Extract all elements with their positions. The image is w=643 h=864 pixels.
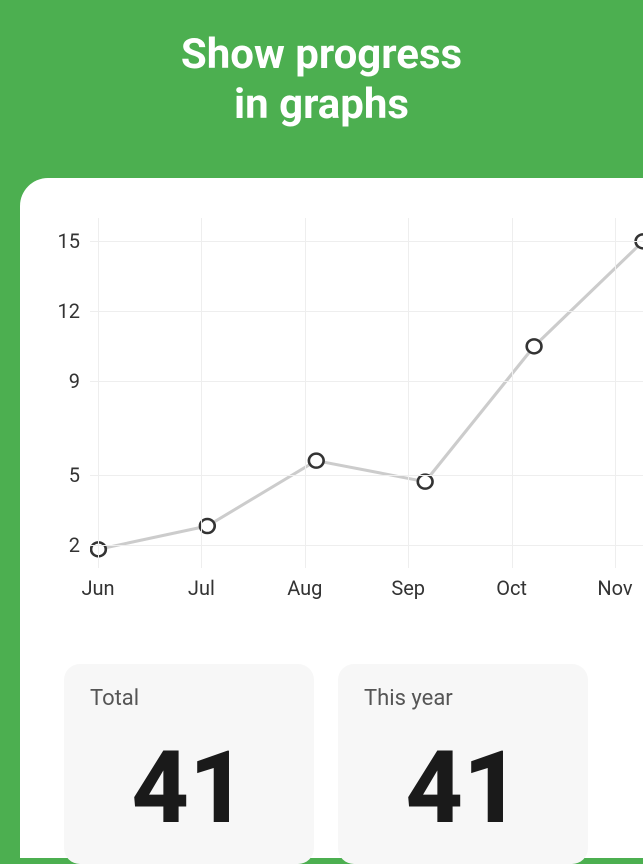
chart-marker bbox=[527, 339, 542, 353]
app-promo-screen: Show progress in graphs 2 5 9 12 15 Jun Jul Au… bbox=[0, 0, 643, 858]
chart-x-tick-label: Nov bbox=[597, 576, 632, 600]
chart-gridline-h bbox=[90, 381, 643, 382]
chart-gridline-h bbox=[90, 311, 643, 312]
stats-row: Total 41 This year 41 bbox=[20, 618, 643, 864]
headline: Show progress in graphs bbox=[0, 0, 643, 131]
stat-label: This year bbox=[364, 686, 562, 711]
chart-gridline-v bbox=[305, 218, 306, 568]
chart-gridline-v bbox=[98, 218, 99, 568]
content-card: 2 5 9 12 15 Jun Jul Aug Sep Oct Nov Total 41 This… bbox=[20, 178, 643, 858]
chart-gridline-v bbox=[615, 218, 616, 568]
chart-marker bbox=[309, 454, 324, 468]
chart-y-tick-label: 12 bbox=[58, 299, 80, 323]
chart-x-tick-label: Aug bbox=[287, 576, 322, 600]
chart-gridline-v bbox=[201, 218, 202, 568]
chart-gridline-v bbox=[512, 218, 513, 568]
stat-value: 41 bbox=[90, 739, 288, 839]
chart-plot-area bbox=[90, 218, 643, 568]
chart-gridline-h bbox=[90, 241, 643, 242]
chart-gridline-v bbox=[408, 218, 409, 568]
chart-line-svg bbox=[90, 218, 643, 568]
stat-value: 41 bbox=[364, 739, 562, 839]
chart-gridline-h bbox=[90, 475, 643, 476]
chart-y-axis: 2 5 9 12 15 bbox=[20, 218, 90, 568]
chart-y-tick-label: 9 bbox=[69, 369, 80, 393]
stat-card-total: Total 41 bbox=[64, 664, 314, 864]
progress-chart: 2 5 9 12 15 Jun Jul Aug Sep Oct Nov bbox=[20, 218, 643, 618]
chart-marker bbox=[418, 475, 433, 489]
chart-x-tick-label: Oct bbox=[496, 576, 527, 600]
stat-label: Total bbox=[90, 686, 288, 711]
headline-line2: in graphs bbox=[0, 80, 643, 130]
chart-x-axis: JunJulAugSepOctNov bbox=[90, 568, 643, 618]
chart-gridline-h bbox=[90, 545, 643, 546]
stat-card-this-year: This year 41 bbox=[338, 664, 588, 864]
chart-y-tick-label: 5 bbox=[69, 463, 80, 487]
chart-x-tick-label: Jul bbox=[188, 576, 215, 600]
chart-x-tick-label: Jun bbox=[81, 576, 114, 600]
chart-y-tick-label: 15 bbox=[58, 229, 80, 253]
chart-x-tick-label: Sep bbox=[391, 576, 425, 600]
headline-line1: Show progress bbox=[0, 30, 643, 80]
chart-line bbox=[98, 241, 643, 549]
chart-y-tick-label: 2 bbox=[69, 533, 80, 557]
